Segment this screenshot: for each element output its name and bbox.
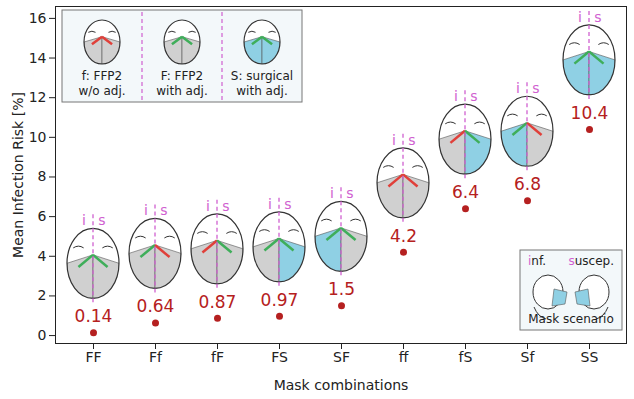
- svg-text:SF: SF: [333, 349, 350, 365]
- svg-text:i: i: [578, 9, 582, 25]
- svg-text:fF: fF: [211, 349, 224, 365]
- svg-text:1.5: 1.5: [328, 279, 355, 299]
- svg-text:i: i: [454, 88, 458, 104]
- svg-text:s: s: [284, 196, 291, 212]
- svg-text:i: i: [516, 80, 520, 96]
- svg-text:0.14: 0.14: [75, 306, 113, 326]
- svg-text:4.2: 4.2: [390, 226, 417, 246]
- svg-text:0: 0: [38, 327, 47, 343]
- svg-text:4: 4: [38, 248, 47, 264]
- svg-text:s: s: [346, 185, 353, 201]
- svg-text:i: i: [82, 212, 86, 228]
- svg-text:with adj.: with adj.: [156, 84, 207, 98]
- svg-text:FF: FF: [85, 349, 101, 365]
- svg-text:10.4: 10.4: [571, 103, 609, 123]
- svg-text:S: surgical: S: surgical: [231, 69, 293, 83]
- svg-text:f: FFP2: f: FFP2: [82, 69, 122, 83]
- svg-text:6.4: 6.4: [452, 182, 479, 202]
- svg-text:s: s: [222, 198, 229, 214]
- svg-text:2: 2: [38, 287, 47, 303]
- svg-text:16: 16: [29, 10, 47, 26]
- svg-text:0.97: 0.97: [261, 290, 299, 310]
- svg-text:suscep.: suscep.: [568, 254, 614, 268]
- svg-text:with adj.: with adj.: [236, 84, 287, 98]
- svg-text:s: s: [470, 88, 477, 104]
- svg-text:s: s: [594, 9, 601, 25]
- svg-text:s: s: [408, 132, 415, 148]
- svg-text:10: 10: [29, 129, 47, 145]
- svg-text:6: 6: [38, 208, 47, 224]
- svg-text:s: s: [98, 212, 105, 228]
- svg-text:FS: FS: [271, 349, 288, 365]
- svg-text:Mask combinations: Mask combinations: [274, 377, 409, 393]
- svg-text:w/o adj.: w/o adj.: [78, 84, 125, 98]
- svg-text:i: i: [330, 185, 334, 201]
- svg-text:inf.: inf.: [528, 254, 546, 268]
- svg-text:12: 12: [29, 89, 47, 105]
- svg-text:0.87: 0.87: [199, 292, 237, 312]
- svg-text:Mask scenario: Mask scenario: [528, 312, 614, 326]
- svg-text:8: 8: [38, 168, 47, 184]
- svg-text:i: i: [144, 202, 148, 218]
- svg-text:s: s: [160, 202, 167, 218]
- svg-text:Mean Infection Risk [%]: Mean Infection Risk [%]: [10, 92, 26, 258]
- svg-text:SS: SS: [581, 349, 599, 365]
- svg-text:6.8: 6.8: [514, 174, 541, 194]
- svg-text:i: i: [268, 196, 272, 212]
- svg-text:F: FFP2: F: FFP2: [161, 69, 204, 83]
- svg-text:0.64: 0.64: [137, 296, 175, 316]
- svg-text:i: i: [206, 198, 210, 214]
- svg-text:Sf: Sf: [521, 349, 536, 365]
- svg-text:ff: ff: [399, 349, 409, 365]
- svg-text:s: s: [532, 80, 539, 96]
- svg-text:Ff: Ff: [149, 349, 163, 365]
- svg-text:14: 14: [29, 50, 47, 66]
- svg-text:fS: fS: [459, 349, 473, 365]
- svg-text:i: i: [392, 132, 396, 148]
